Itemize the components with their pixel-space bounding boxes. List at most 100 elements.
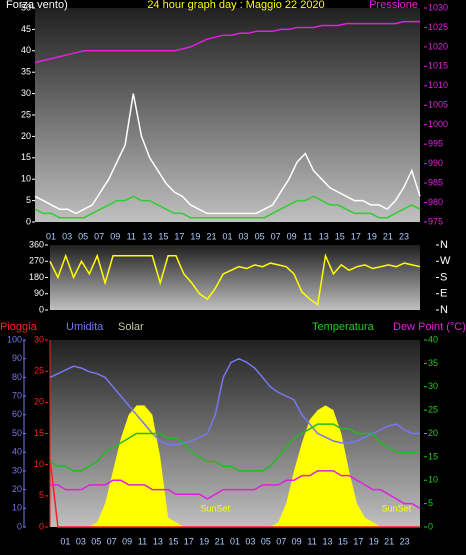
x-tick-label: 17: [184, 536, 194, 546]
annotation: SunSet: [382, 503, 412, 513]
tick-label: 1030: [428, 2, 448, 12]
tick-label: 90: [34, 288, 44, 298]
tick-label: E: [440, 288, 447, 300]
tick-label: 25: [21, 109, 31, 119]
x-tick-label: 11: [303, 231, 312, 241]
x-tick-label: 17: [351, 231, 361, 241]
tick-label: 90: [12, 353, 22, 363]
tick-label: 30: [12, 465, 22, 475]
x-tick-label: 03: [245, 536, 255, 546]
x-tick-label: 23: [399, 231, 409, 241]
tick-label: 40: [428, 334, 438, 344]
series-line: [34, 20, 420, 64]
tick-label: 10: [34, 459, 44, 469]
series-line: [49, 458, 420, 528]
tick-label: 100: [7, 334, 22, 344]
series-line: [50, 470, 421, 509]
x-tick-label: 09: [292, 536, 302, 546]
x-tick-label: 05: [91, 536, 101, 546]
tick-label: 990: [428, 158, 443, 168]
x-tick-label: 01: [46, 231, 56, 241]
x-tick-label: 01: [60, 536, 70, 546]
x-tick-label: 15: [335, 231, 345, 241]
tick-label: 180: [29, 272, 44, 282]
tick-label: 360: [29, 239, 44, 249]
tick-label: 25: [428, 405, 438, 415]
x-tick-label: 01: [222, 231, 232, 241]
x-tick-label: 23: [400, 536, 410, 546]
tick-label: 35: [21, 67, 31, 77]
tick-label: 1025: [428, 22, 448, 32]
x-tick-label: 07: [276, 536, 286, 546]
tick-label: 10: [12, 503, 22, 513]
x-tick-label: 09: [110, 231, 120, 241]
tick-label: 0: [17, 521, 22, 531]
tick-label: 30: [21, 88, 31, 98]
x-tick-label: 05: [78, 231, 88, 241]
tick-label: 15: [428, 451, 438, 461]
x-tick-label: 03: [76, 536, 86, 546]
tick-label: 980: [428, 197, 443, 207]
tick-label: 40: [21, 45, 31, 55]
x-tick-label: 21: [215, 536, 225, 546]
tick-label: 20: [428, 428, 438, 438]
tick-label: 975: [428, 216, 443, 226]
legend-dewpoint: Dew Point (°C): [393, 321, 466, 333]
series-line: [49, 253, 421, 306]
panel-wind: [35, 8, 420, 222]
x-tick-label: 19: [190, 231, 200, 241]
tick-label: 270: [29, 256, 44, 266]
x-tick-label: 09: [122, 536, 132, 546]
panel-direction: [50, 245, 420, 310]
x-tick-label: 19: [369, 536, 379, 546]
tick-label: 0: [26, 216, 31, 226]
x-tick-label: 15: [338, 536, 348, 546]
annotation: SunSet: [201, 503, 231, 513]
tick-label: 50: [12, 428, 22, 438]
x-tick-label: 01: [230, 536, 240, 546]
tick-label: 80: [12, 372, 22, 382]
x-tick-label: 19: [367, 231, 377, 241]
x-tick-label: 21: [383, 231, 393, 241]
x-tick-label: 07: [107, 536, 117, 546]
tick-label: 5: [428, 498, 433, 508]
x-tick-label: 07: [271, 231, 281, 241]
tick-label: 50: [21, 2, 31, 12]
tick-label: 15: [34, 428, 44, 438]
tick-label: 70: [12, 390, 22, 400]
x-tick-label: 13: [142, 231, 152, 241]
tick-label: 0: [39, 304, 44, 314]
tick-label: 30: [428, 381, 438, 391]
x-tick-label: 17: [353, 536, 363, 546]
x-tick-label: 21: [384, 536, 394, 546]
x-tick-label: 13: [322, 536, 332, 546]
tick-label: 25: [34, 366, 44, 376]
solar-area: [50, 405, 420, 527]
tick-label: N: [440, 239, 448, 251]
x-tick-label: 05: [261, 536, 271, 546]
tick-label: 40: [12, 447, 22, 457]
legend-wind: Forza vento): [6, 0, 68, 11]
tick-label: 1010: [428, 80, 448, 90]
x-tick-label: 11: [127, 231, 136, 241]
tick-label: 20: [21, 131, 31, 141]
tick-label: 10: [21, 174, 31, 184]
tick-label: 15: [21, 152, 31, 162]
x-tick-label: 11: [138, 536, 147, 546]
x-tick-label: 19: [199, 536, 209, 546]
series-line: [34, 93, 421, 215]
series-line: [34, 195, 421, 219]
tick-label: 0: [428, 521, 433, 531]
x-tick-label: 15: [168, 536, 178, 546]
tick-label: 20: [12, 484, 22, 494]
legend-rain: Pioggia: [0, 321, 38, 333]
series-line: [49, 357, 420, 446]
tick-label: 995: [428, 139, 443, 149]
legend-humidity: Umidita: [66, 321, 104, 333]
x-tick-label: 13: [153, 536, 163, 546]
tick-label: 1000: [428, 119, 448, 129]
tick-label: 5: [39, 490, 44, 500]
tick-label: 35: [428, 358, 438, 368]
x-tick-label: 15: [158, 231, 168, 241]
